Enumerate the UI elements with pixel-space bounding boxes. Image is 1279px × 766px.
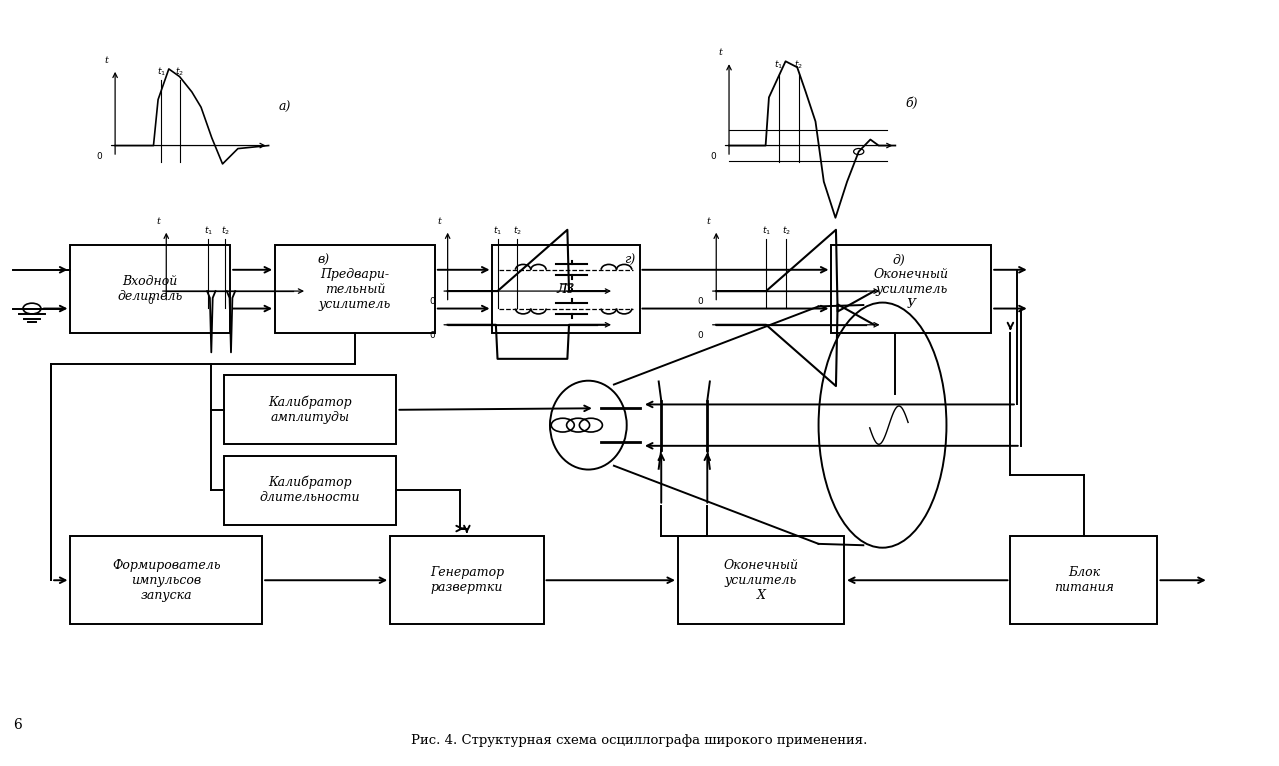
Bar (224, 375, 396, 444)
Text: Предвари-
тельный
усилитель: Предвари- тельный усилитель (318, 267, 391, 311)
Text: t: t (156, 217, 160, 226)
Bar (1010, 536, 1157, 624)
Text: t: t (706, 217, 710, 226)
Bar (492, 245, 640, 333)
Circle shape (567, 418, 590, 432)
Circle shape (579, 418, 602, 432)
Text: 0: 0 (698, 331, 703, 340)
Text: 0: 0 (430, 331, 435, 340)
Text: $t_2$: $t_2$ (794, 59, 803, 71)
Text: ЛЗ: ЛЗ (556, 283, 576, 296)
Bar (678, 536, 844, 624)
Text: $t_1$: $t_1$ (156, 66, 166, 78)
Text: б): б) (906, 97, 918, 110)
Text: 0: 0 (148, 297, 153, 306)
Text: 0: 0 (430, 297, 435, 306)
Text: t: t (437, 217, 441, 226)
Bar (70, 536, 262, 624)
Text: а): а) (279, 101, 292, 113)
Text: t: t (105, 56, 109, 65)
Text: 6: 6 (13, 718, 22, 732)
Text: $t_2$: $t_2$ (781, 224, 790, 237)
Text: Калибратор
амплитуды: Калибратор амплитуды (269, 395, 352, 424)
Bar (831, 245, 991, 333)
Text: $t_1$: $t_1$ (774, 59, 784, 71)
Circle shape (551, 418, 574, 432)
Text: Оконечный
усилитель
У: Оконечный усилитель У (874, 267, 949, 311)
Text: $t_2$: $t_2$ (513, 224, 522, 237)
Text: Генератор
развертки: Генератор развертки (430, 566, 504, 594)
Text: 0: 0 (698, 297, 703, 306)
Text: $t_1$: $t_1$ (203, 224, 214, 237)
Bar (275, 245, 435, 333)
Text: t: t (719, 48, 723, 57)
Text: 0: 0 (711, 152, 716, 161)
Text: Блок
питания: Блок питания (1054, 566, 1114, 594)
Text: в): в) (317, 254, 329, 267)
Text: $t_2$: $t_2$ (175, 66, 184, 78)
Bar (390, 536, 544, 624)
Text: $t_1$: $t_1$ (761, 224, 771, 237)
Bar (70, 245, 230, 333)
Text: г): г) (624, 254, 636, 267)
Text: 0: 0 (97, 152, 102, 161)
Bar (224, 456, 396, 525)
Text: Формирователь
импульсов
запуска: Формирователь импульсов запуска (113, 558, 220, 602)
Text: д): д) (893, 254, 906, 267)
Text: $t_1$: $t_1$ (492, 224, 503, 237)
Text: Рис. 4. Структурная схема осциллографа широкого применения.: Рис. 4. Структурная схема осциллографа ш… (412, 734, 867, 747)
Text: Оконечный
усилитель
X: Оконечный усилитель X (724, 558, 798, 602)
Text: $t_2$: $t_2$ (221, 224, 230, 237)
Text: ЛЗ: ЛЗ (558, 284, 574, 294)
Text: Калибратор
длительности: Калибратор длительности (260, 476, 361, 505)
Text: Входной
делитель: Входной делитель (118, 275, 183, 303)
